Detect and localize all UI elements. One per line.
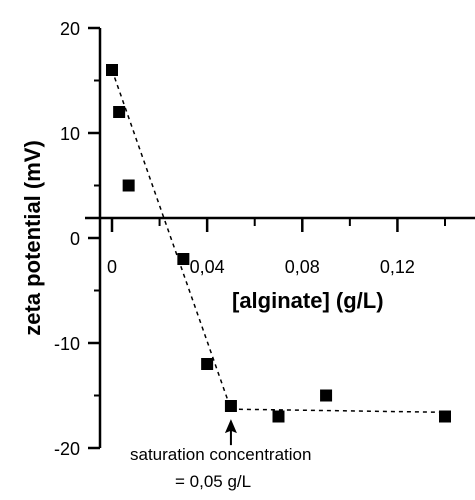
data-point [320,389,333,402]
y-tick-label: 10 [60,124,80,144]
annotation-line1: saturation concentration [130,445,311,464]
x-axis-title: [alginate] (g/L) [232,288,384,313]
x-ticks: 0 0,04 0,08 0,12 [107,218,446,277]
fit-line [111,69,232,410]
data-markers [106,64,451,423]
data-point [224,400,237,412]
y-tick-label: 0 [70,229,80,249]
x-tick-label: 0 [107,257,117,277]
fit-lines [111,69,446,414]
y-ticks: 20 10 0 -10 -20 [54,19,100,459]
data-point [106,64,118,76]
x-tick-label: 0,12 [380,257,415,277]
annotation-line2: = 0,05 g/L [175,472,251,491]
data-point [201,358,214,370]
annotation-arrow [224,419,237,446]
fit-line [230,408,446,414]
y-axis-title: zeta potential (mV) [20,140,45,336]
x-tick-label: 0,08 [285,257,320,277]
zero-label-bg [103,250,143,280]
data-point [272,410,285,423]
y-tick-label: 20 [60,19,80,39]
data-point [113,106,126,118]
y-tick-label: -10 [54,334,80,354]
data-point [177,253,190,265]
y-tick-label: -20 [54,439,80,459]
data-point [439,410,451,423]
data-point [122,179,135,192]
x-tick-label: 0,04 [190,257,225,277]
